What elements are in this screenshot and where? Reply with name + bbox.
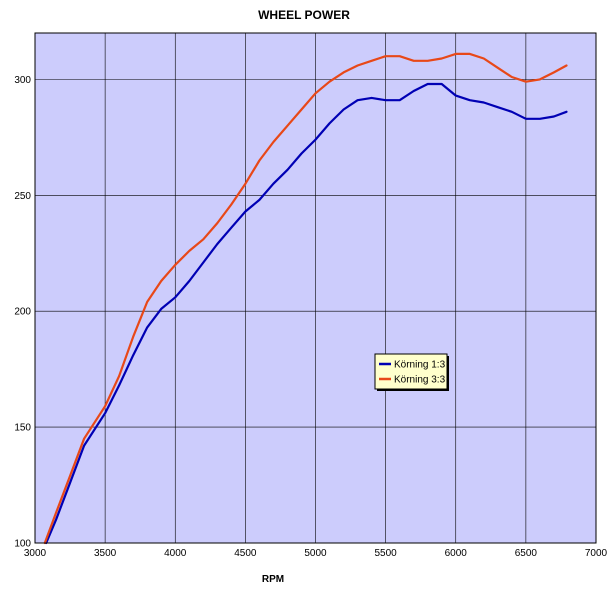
x-tick-label: 6000 — [445, 548, 468, 559]
x-tick-label: 4500 — [234, 548, 257, 559]
legend-entry: Körning 3:3 — [394, 375, 446, 386]
plot-border — [34, 32, 597, 544]
x-axis-label: RPM — [262, 574, 284, 585]
series-line-1 — [45, 82, 568, 545]
y-tick-label: 250 — [14, 191, 31, 202]
x-tick-label: 6500 — [515, 548, 538, 559]
legend-entry: Körning 1:3 — [394, 360, 446, 371]
y-tick-label: 150 — [14, 423, 31, 434]
y-tick-label: 200 — [14, 307, 31, 318]
legend-box — [374, 353, 448, 390]
y-tick-label: 100 — [14, 539, 31, 550]
x-tick-label: 5500 — [375, 548, 398, 559]
x-tick-label: 3000 — [24, 548, 47, 559]
axis-ticks: 3000 3500 4000 4500 5000 5500 6000 6500 7000 100 1… — [14, 75, 607, 559]
x-tick-label: 5000 — [304, 548, 327, 559]
y-tick-label: 300 — [14, 75, 31, 86]
x-tick-label: 4000 — [164, 548, 187, 559]
x-tick-label: 7000 — [585, 548, 608, 559]
series-lines — [43, 52, 568, 545]
legend: Körning 1:3 Körning 3:3 — [374, 353, 449, 391]
chart-title: WHEEL POWER — [258, 8, 350, 22]
x-tick-label: 3500 — [94, 548, 117, 559]
series-line-2 — [43, 52, 568, 545]
